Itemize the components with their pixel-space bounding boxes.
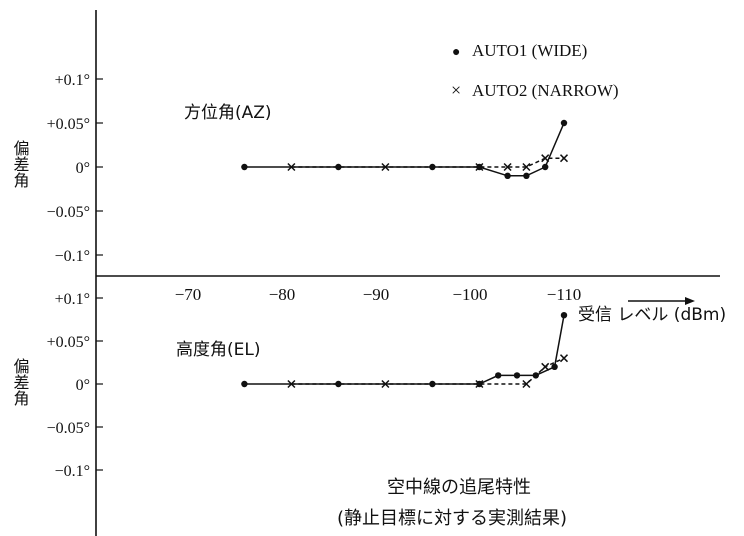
legend-label-auto1: AUTO1 (WIDE) bbox=[472, 41, 587, 60]
y-axis-label-top: 偏差角 bbox=[11, 140, 30, 189]
y-tick-label: −0.1° bbox=[55, 463, 90, 480]
x-tick-label: −80 bbox=[269, 285, 296, 304]
data-point-auto1 bbox=[551, 363, 558, 370]
caption-line-2: (静止目標に対する実測結果) bbox=[337, 508, 567, 529]
x-tick-label: −70 bbox=[175, 285, 202, 304]
x-direction-arrowhead bbox=[685, 297, 695, 305]
y-tick-label: −0.05° bbox=[47, 420, 90, 437]
legend-marker-auto1: ● bbox=[452, 45, 460, 60]
series-line-auto2 bbox=[291, 357, 565, 385]
data-point-auto1 bbox=[542, 163, 549, 171]
y-tick-label: +0.05° bbox=[47, 116, 90, 133]
series-line-auto1 bbox=[244, 122, 565, 177]
y-tick-label: −0.05° bbox=[47, 204, 90, 221]
data-point-auto2 bbox=[503, 162, 512, 172]
data-point-auto2 bbox=[541, 362, 550, 371]
data-point-auto2 bbox=[475, 162, 484, 172]
x-axis-label: 受信 レベル (dBm) bbox=[578, 305, 726, 325]
data-point-auto2 bbox=[381, 379, 390, 389]
data-point-auto2 bbox=[287, 379, 296, 389]
y-tick-label: 0° bbox=[76, 160, 90, 177]
x-tick-label: −100 bbox=[452, 285, 487, 304]
x-tick-label: −110 bbox=[547, 285, 581, 304]
data-point-auto1 bbox=[523, 172, 530, 179]
series-line-auto2 bbox=[291, 157, 564, 168]
data-point-auto1 bbox=[241, 380, 248, 388]
data-point-auto2 bbox=[381, 162, 390, 172]
y-tick-label: −0.1° bbox=[55, 248, 90, 265]
y-tick-label: 0° bbox=[76, 377, 90, 394]
data-point-auto1 bbox=[504, 172, 511, 179]
data-point-auto1 bbox=[335, 380, 342, 388]
caption-line-1: 空中線の追尾特性 bbox=[387, 477, 531, 498]
data-point-auto1 bbox=[335, 163, 342, 171]
x-tick-label: −90 bbox=[363, 285, 390, 304]
y-tick-label: +0.1° bbox=[55, 72, 90, 89]
y-tick-label: +0.05° bbox=[47, 334, 90, 351]
panel-label-az: 方位角(AZ) bbox=[184, 103, 272, 123]
data-point-auto1 bbox=[560, 312, 568, 319]
data-point-auto1 bbox=[241, 163, 248, 171]
legend-label-auto2: AUTO2 (NARROW) bbox=[472, 81, 619, 100]
data-point-auto2 bbox=[541, 154, 550, 163]
panel-label-el: 高度角(EL) bbox=[176, 340, 260, 360]
data-point-auto1 bbox=[513, 372, 521, 379]
y-axis-label-bottom: 偏差角 bbox=[11, 358, 30, 407]
legend: ● AUTO1 (WIDE) × AUTO2 (NARROW) bbox=[451, 41, 619, 100]
data-point-auto2 bbox=[559, 154, 569, 163]
data-point-auto2 bbox=[287, 162, 296, 172]
y-tick-label: +0.1° bbox=[55, 291, 90, 308]
data-point-auto1 bbox=[560, 119, 568, 127]
data-point-auto2 bbox=[475, 379, 484, 389]
data-point-auto2 bbox=[522, 379, 531, 389]
data-point-auto1 bbox=[495, 372, 502, 379]
legend-marker-auto2: × bbox=[451, 80, 461, 100]
data-point-auto2 bbox=[559, 354, 569, 363]
data-point-auto2 bbox=[522, 162, 531, 172]
chart-marks: +0.1° +0.05° 0° −0.05° −0.1° +0.1° +0.05° 0° −0.… bbox=[47, 72, 582, 480]
